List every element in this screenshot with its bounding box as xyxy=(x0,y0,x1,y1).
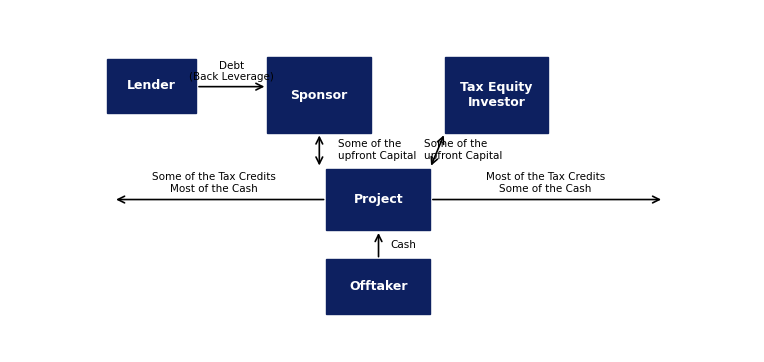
FancyBboxPatch shape xyxy=(267,57,371,132)
Text: Offtaker: Offtaker xyxy=(349,280,407,293)
FancyBboxPatch shape xyxy=(326,260,430,314)
Text: Cash: Cash xyxy=(390,240,416,250)
Text: Lender: Lender xyxy=(128,79,176,92)
Text: Some of the
upfront Capital: Some of the upfront Capital xyxy=(424,139,503,161)
FancyBboxPatch shape xyxy=(107,59,196,113)
Text: Most of the Tax Credits
Some of the Cash: Most of the Tax Credits Some of the Cash xyxy=(486,172,605,194)
Text: Project: Project xyxy=(354,193,403,206)
FancyBboxPatch shape xyxy=(326,169,430,230)
Text: Some of the Tax Credits
Most of the Cash: Some of the Tax Credits Most of the Cash xyxy=(152,172,276,194)
FancyBboxPatch shape xyxy=(445,57,549,132)
Text: Sponsor: Sponsor xyxy=(290,88,348,101)
Text: Some of the
upfront Capital: Some of the upfront Capital xyxy=(338,139,416,161)
Text: Tax Equity
Investor: Tax Equity Investor xyxy=(461,81,533,109)
Text: Debt
(Back Leverage): Debt (Back Leverage) xyxy=(189,60,274,82)
